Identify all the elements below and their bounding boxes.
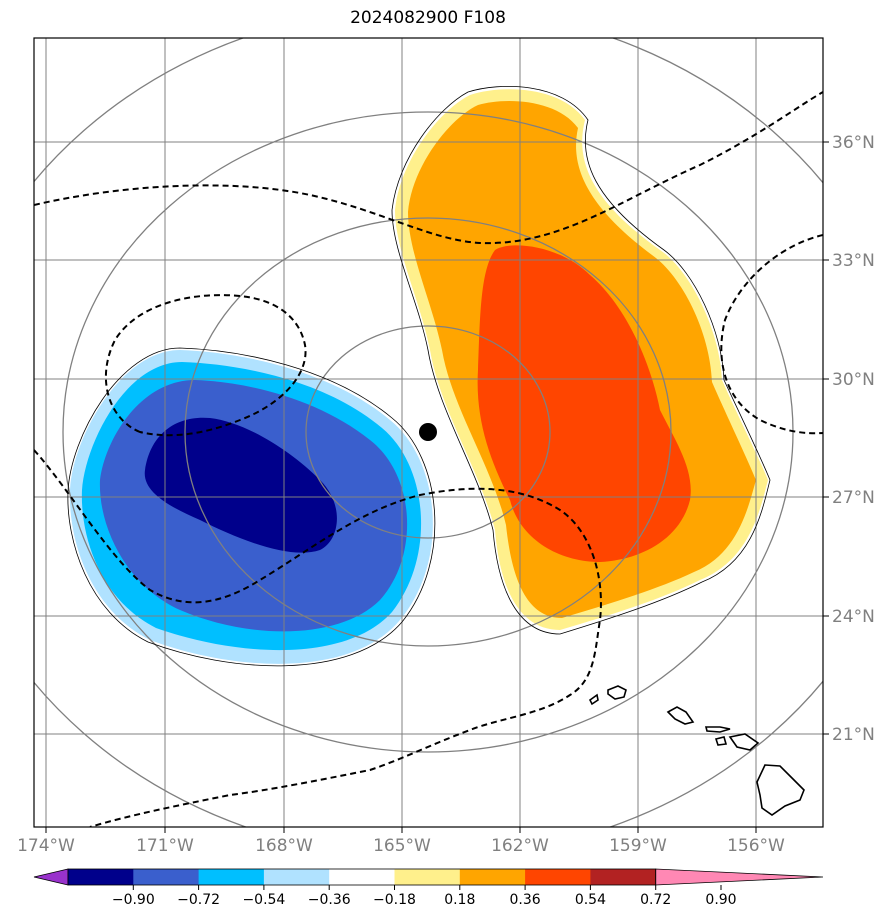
axis-ticks [45, 141, 829, 833]
lat-label: 24°N [832, 607, 875, 627]
lat-label: 27°N [832, 488, 875, 508]
colorbar-tick-label: 0.72 [640, 892, 671, 908]
colorbar-segment [590, 869, 657, 885]
lat-label: 30°N [832, 370, 875, 390]
longitude-labels: 174°W 171°W 168°W 165°W 162°W 159°W 156°… [17, 836, 785, 856]
colorbar-extend-high [655, 868, 824, 886]
colorbar-tick-label: 0.36 [510, 892, 541, 908]
lon-label: 159°W [609, 836, 667, 856]
hawaii-coastline [588, 685, 805, 816]
colorbar-tick-label: −0.18 [373, 892, 416, 908]
storm-center-marker [419, 423, 437, 441]
colorbar-segment [198, 869, 265, 885]
colorbar-tick-label: −0.90 [112, 892, 155, 908]
colorbar-segment [459, 869, 526, 885]
colorbar-segment [133, 869, 200, 885]
map-frame [33, 37, 824, 828]
colorbar-tick-label: 0.90 [705, 892, 736, 908]
lat-label: 21°N [832, 725, 875, 745]
lon-label: 174°W [17, 836, 75, 856]
dashed-contours [34, 91, 823, 827]
positive-contour-inner [477, 245, 691, 562]
colorbar-tick-label: 0.54 [575, 892, 606, 908]
colorbar-extend-low [33, 868, 69, 886]
lat-label: 33°N [832, 251, 875, 271]
graticule [34, 38, 823, 827]
colorbar-tick-label: 0.18 [444, 892, 475, 908]
negative-anomaly-region [69, 350, 433, 664]
colorbar: −0.90 −0.72 −0.54 −0.36 −0.18 0.18 0.36 0.54 0.7… [33, 868, 824, 908]
lon-label: 156°W [727, 836, 785, 856]
colorbar-segment [68, 869, 134, 885]
lon-label: 162°W [491, 836, 549, 856]
colorbar-tick-label: −0.36 [308, 892, 351, 908]
map-area [34, 38, 823, 827]
lon-label: 168°W [255, 836, 313, 856]
colorbar-segment [263, 869, 330, 885]
colorbar-tick-label: −0.72 [177, 892, 220, 908]
lon-label: 165°W [373, 836, 431, 856]
colorbar-segment [394, 869, 461, 885]
colorbar-segment [329, 869, 395, 885]
lon-label: 171°W [136, 836, 194, 856]
colorbar-segment [525, 869, 591, 885]
colorbar-tick-label: −0.54 [242, 892, 285, 908]
negative-contour-inner [144, 417, 337, 553]
latitude-labels: 36°N 33°N 30°N 27°N 24°N 21°N [832, 133, 875, 745]
map-title: 2024082900 F108 [350, 8, 506, 28]
colorbar-border [67, 868, 657, 886]
lat-label: 36°N [832, 133, 875, 153]
